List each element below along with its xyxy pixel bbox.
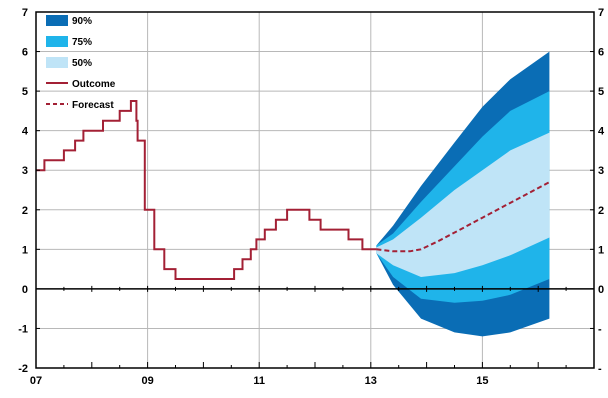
y-tick-label-left: 7 bbox=[22, 7, 28, 19]
axes: -2 --1 -0 01 12 23 34 45 56 67 707 09 11 13 15 bbox=[18, 7, 605, 387]
forecast-line bbox=[376, 181, 550, 253]
legend-swatch bbox=[46, 36, 68, 47]
fan-bands bbox=[376, 51, 550, 337]
legend-label: 90% bbox=[72, 16, 92, 27]
x-tick-label: 07 bbox=[30, 375, 42, 387]
y-tick-label-left: -1 bbox=[18, 323, 28, 335]
y-tick-label-left: -2 bbox=[18, 363, 28, 375]
x-tick-label: 13 bbox=[365, 375, 377, 387]
y-tick-label-left: 1 bbox=[22, 244, 28, 256]
y-tick-label-right: 5 bbox=[598, 86, 604, 98]
y-tick-label-left: 0 bbox=[22, 284, 28, 296]
x-tick-label: 11 bbox=[253, 375, 265, 387]
y-tick-label-left: 2 bbox=[22, 205, 28, 217]
y-tick-label-right: 3 bbox=[598, 165, 604, 177]
y-tick-label-right: 1 bbox=[598, 244, 604, 256]
legend: 90% 75% 50% Outcome Forecast bbox=[46, 15, 116, 111]
y-tick-label-right: 4 bbox=[598, 126, 605, 138]
series-lines bbox=[36, 100, 550, 280]
legend-label: 50% bbox=[72, 58, 92, 69]
legend-label: 75% bbox=[72, 37, 92, 48]
gridlines bbox=[36, 12, 594, 368]
legend-label: Forecast bbox=[72, 100, 114, 111]
y-tick-label-right: - bbox=[598, 363, 602, 375]
legend-swatch bbox=[46, 57, 68, 68]
outcome-line bbox=[36, 100, 377, 280]
legend-label: Outcome bbox=[72, 79, 116, 90]
y-tick-label-left: 6 bbox=[22, 47, 28, 59]
legend-swatch bbox=[46, 15, 68, 26]
y-tick-label-right: 2 bbox=[598, 205, 604, 217]
y-tick-label-right: - bbox=[598, 323, 602, 335]
x-tick-label: 09 bbox=[141, 375, 153, 387]
y-tick-label-left: 3 bbox=[22, 165, 28, 177]
band-50 bbox=[376, 132, 550, 277]
y-tick-label-right: 0 bbox=[598, 284, 604, 296]
y-tick-label-right: 7 bbox=[598, 7, 604, 19]
x-tick-label: 15 bbox=[476, 375, 488, 387]
y-tick-label-left: 5 bbox=[22, 86, 28, 98]
y-tick-label-left: 4 bbox=[22, 126, 29, 138]
y-tick-label-right: 6 bbox=[598, 47, 604, 59]
